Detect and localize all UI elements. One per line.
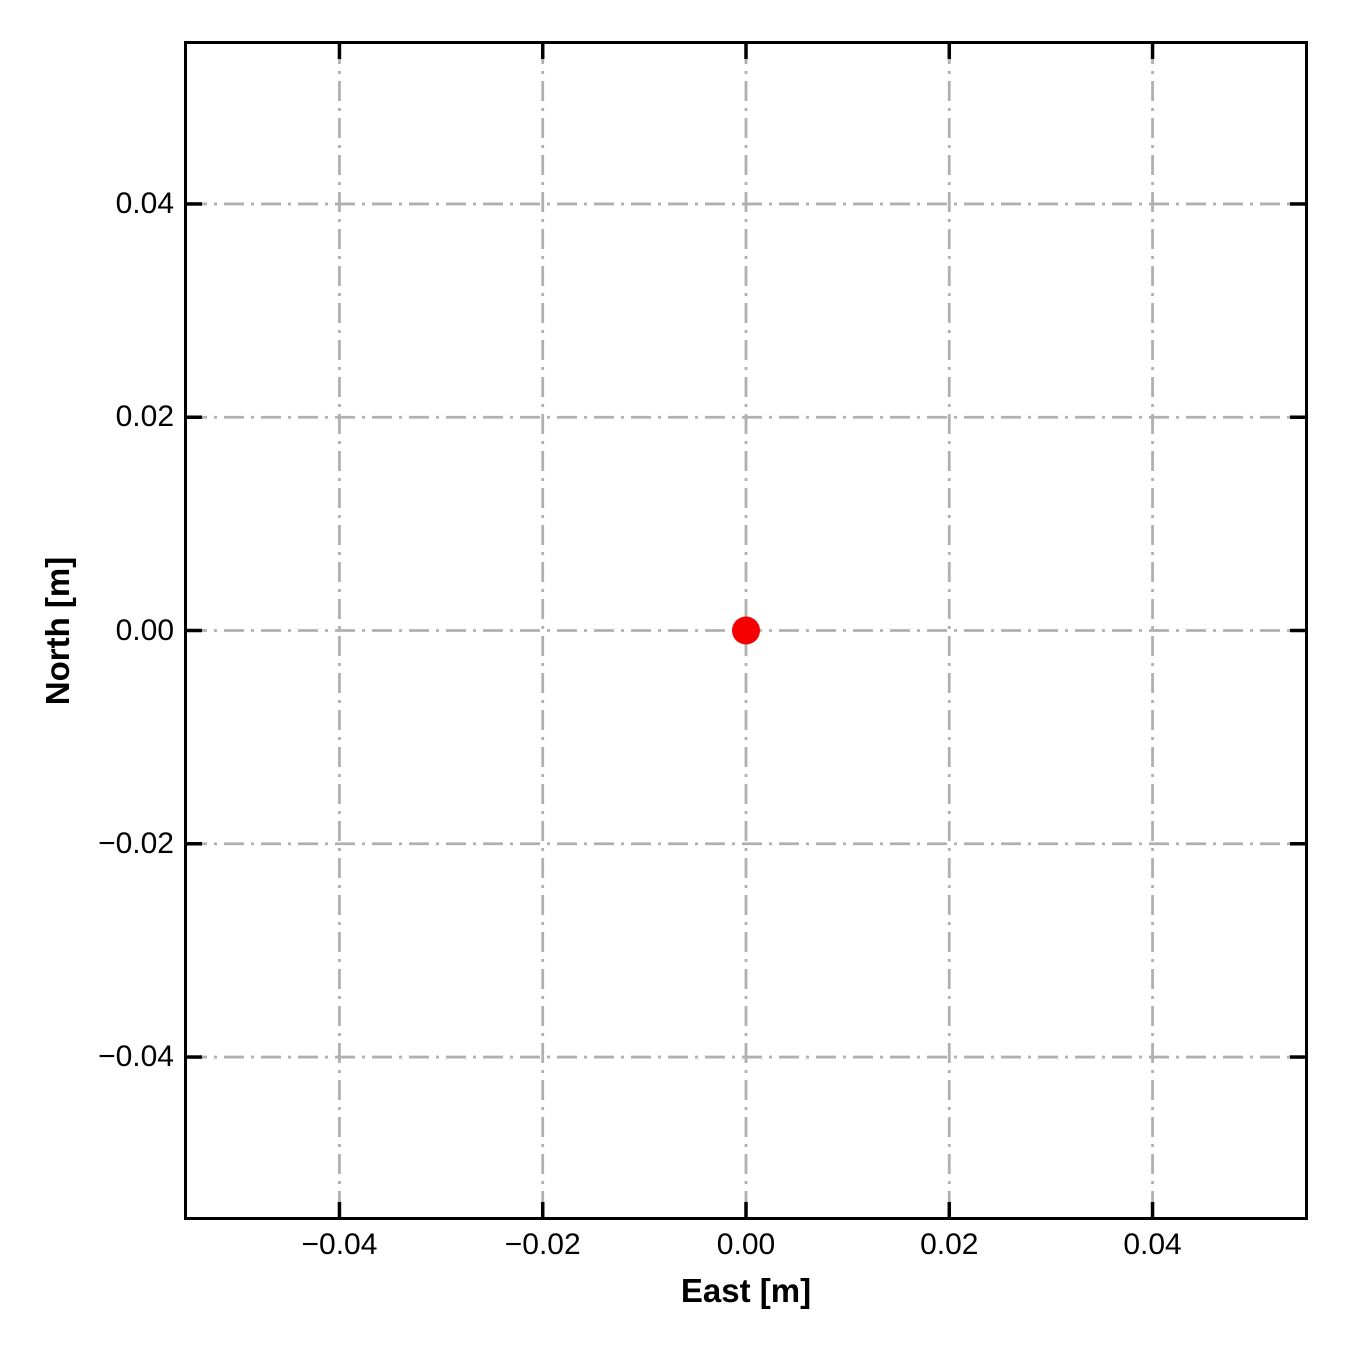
- y-axis-label: North [m]: [39, 556, 76, 705]
- x-tick-label: 0.04: [1123, 1228, 1182, 1261]
- x-axis-label: East [m]: [680, 1272, 812, 1309]
- data-point-marker: [732, 616, 760, 645]
- x-tick-label: −0.04: [301, 1228, 378, 1261]
- y-tick-label: 0.02: [115, 400, 174, 434]
- y-tick-label: −0.02: [98, 826, 174, 860]
- y-tick-label: 0.04: [115, 186, 174, 220]
- y-tick-label: 0.00: [115, 613, 174, 647]
- x-tick-label: −0.02: [504, 1228, 581, 1261]
- x-tick-label: 0.00: [716, 1228, 776, 1261]
- plot-canvas: [187, 44, 1305, 1217]
- plot-area: [184, 41, 1308, 1220]
- x-tick-label: 0.02: [920, 1228, 979, 1261]
- y-tick-label: −0.04: [98, 1040, 174, 1074]
